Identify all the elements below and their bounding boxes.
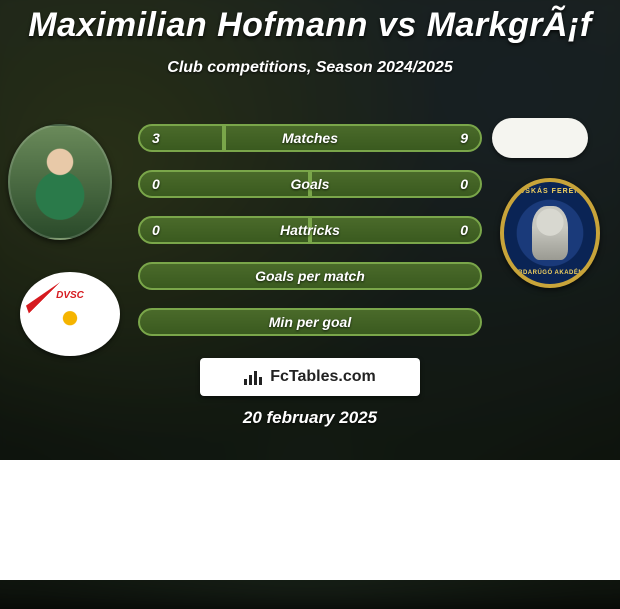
- player-right-club-badge-text-top: PUSKÁS FERENC: [504, 188, 596, 195]
- player-right-club-badge: PUSKÁS FERENC LABDARÚGÓ AKADÉMIA: [500, 178, 600, 288]
- stat-right-value: 9: [460, 130, 468, 146]
- page-title: Maximilian Hofmann vs MarkgrÃ¡f: [0, 6, 620, 45]
- stat-row: 39Matches: [138, 124, 482, 152]
- stat-right-half: 9: [224, 124, 482, 152]
- stat-label: Min per goal: [269, 314, 351, 330]
- page-subtitle: Club competitions, Season 2024/2025: [0, 59, 620, 77]
- stat-right-half: 0: [310, 216, 482, 244]
- player-right-club-badge-text-bottom: LABDARÚGÓ AKADÉMIA: [504, 270, 596, 276]
- player-left-club-badge-text: DVSC: [20, 290, 120, 301]
- stat-row: Min per goal: [138, 308, 482, 336]
- stat-left-value: 0: [152, 222, 160, 238]
- brand-chart-icon: [244, 369, 264, 385]
- stat-right-half: 0: [310, 170, 482, 198]
- stat-label: Goals per match: [255, 268, 365, 284]
- bottom-whitespace: [0, 460, 620, 580]
- brand-text: FcTables.com: [270, 368, 376, 386]
- stat-left-value: 3: [152, 130, 160, 146]
- date-label: 20 february 2025: [0, 408, 620, 428]
- stat-row: 00Goals: [138, 170, 482, 198]
- stat-left-half: 0: [138, 170, 310, 198]
- brand-pill: FcTables.com: [200, 358, 420, 396]
- stat-right-value: 0: [460, 222, 468, 238]
- stat-right-value: 0: [460, 176, 468, 192]
- infographic-content: Maximilian Hofmann vs MarkgrÃ¡f Club com…: [0, 0, 620, 460]
- stat-left-value: 0: [152, 176, 160, 192]
- stat-row: 00Hattricks: [138, 216, 482, 244]
- stat-left-half: 3: [138, 124, 224, 152]
- player-right-avatar: [492, 118, 588, 158]
- player-left-club-badge: DVSC: [20, 272, 120, 356]
- player-left-avatar: [8, 124, 112, 240]
- stat-left-half: 0: [138, 216, 310, 244]
- stat-bars: 39Matches00Goals00HattricksGoals per mat…: [138, 124, 482, 354]
- stat-row: Goals per match: [138, 262, 482, 290]
